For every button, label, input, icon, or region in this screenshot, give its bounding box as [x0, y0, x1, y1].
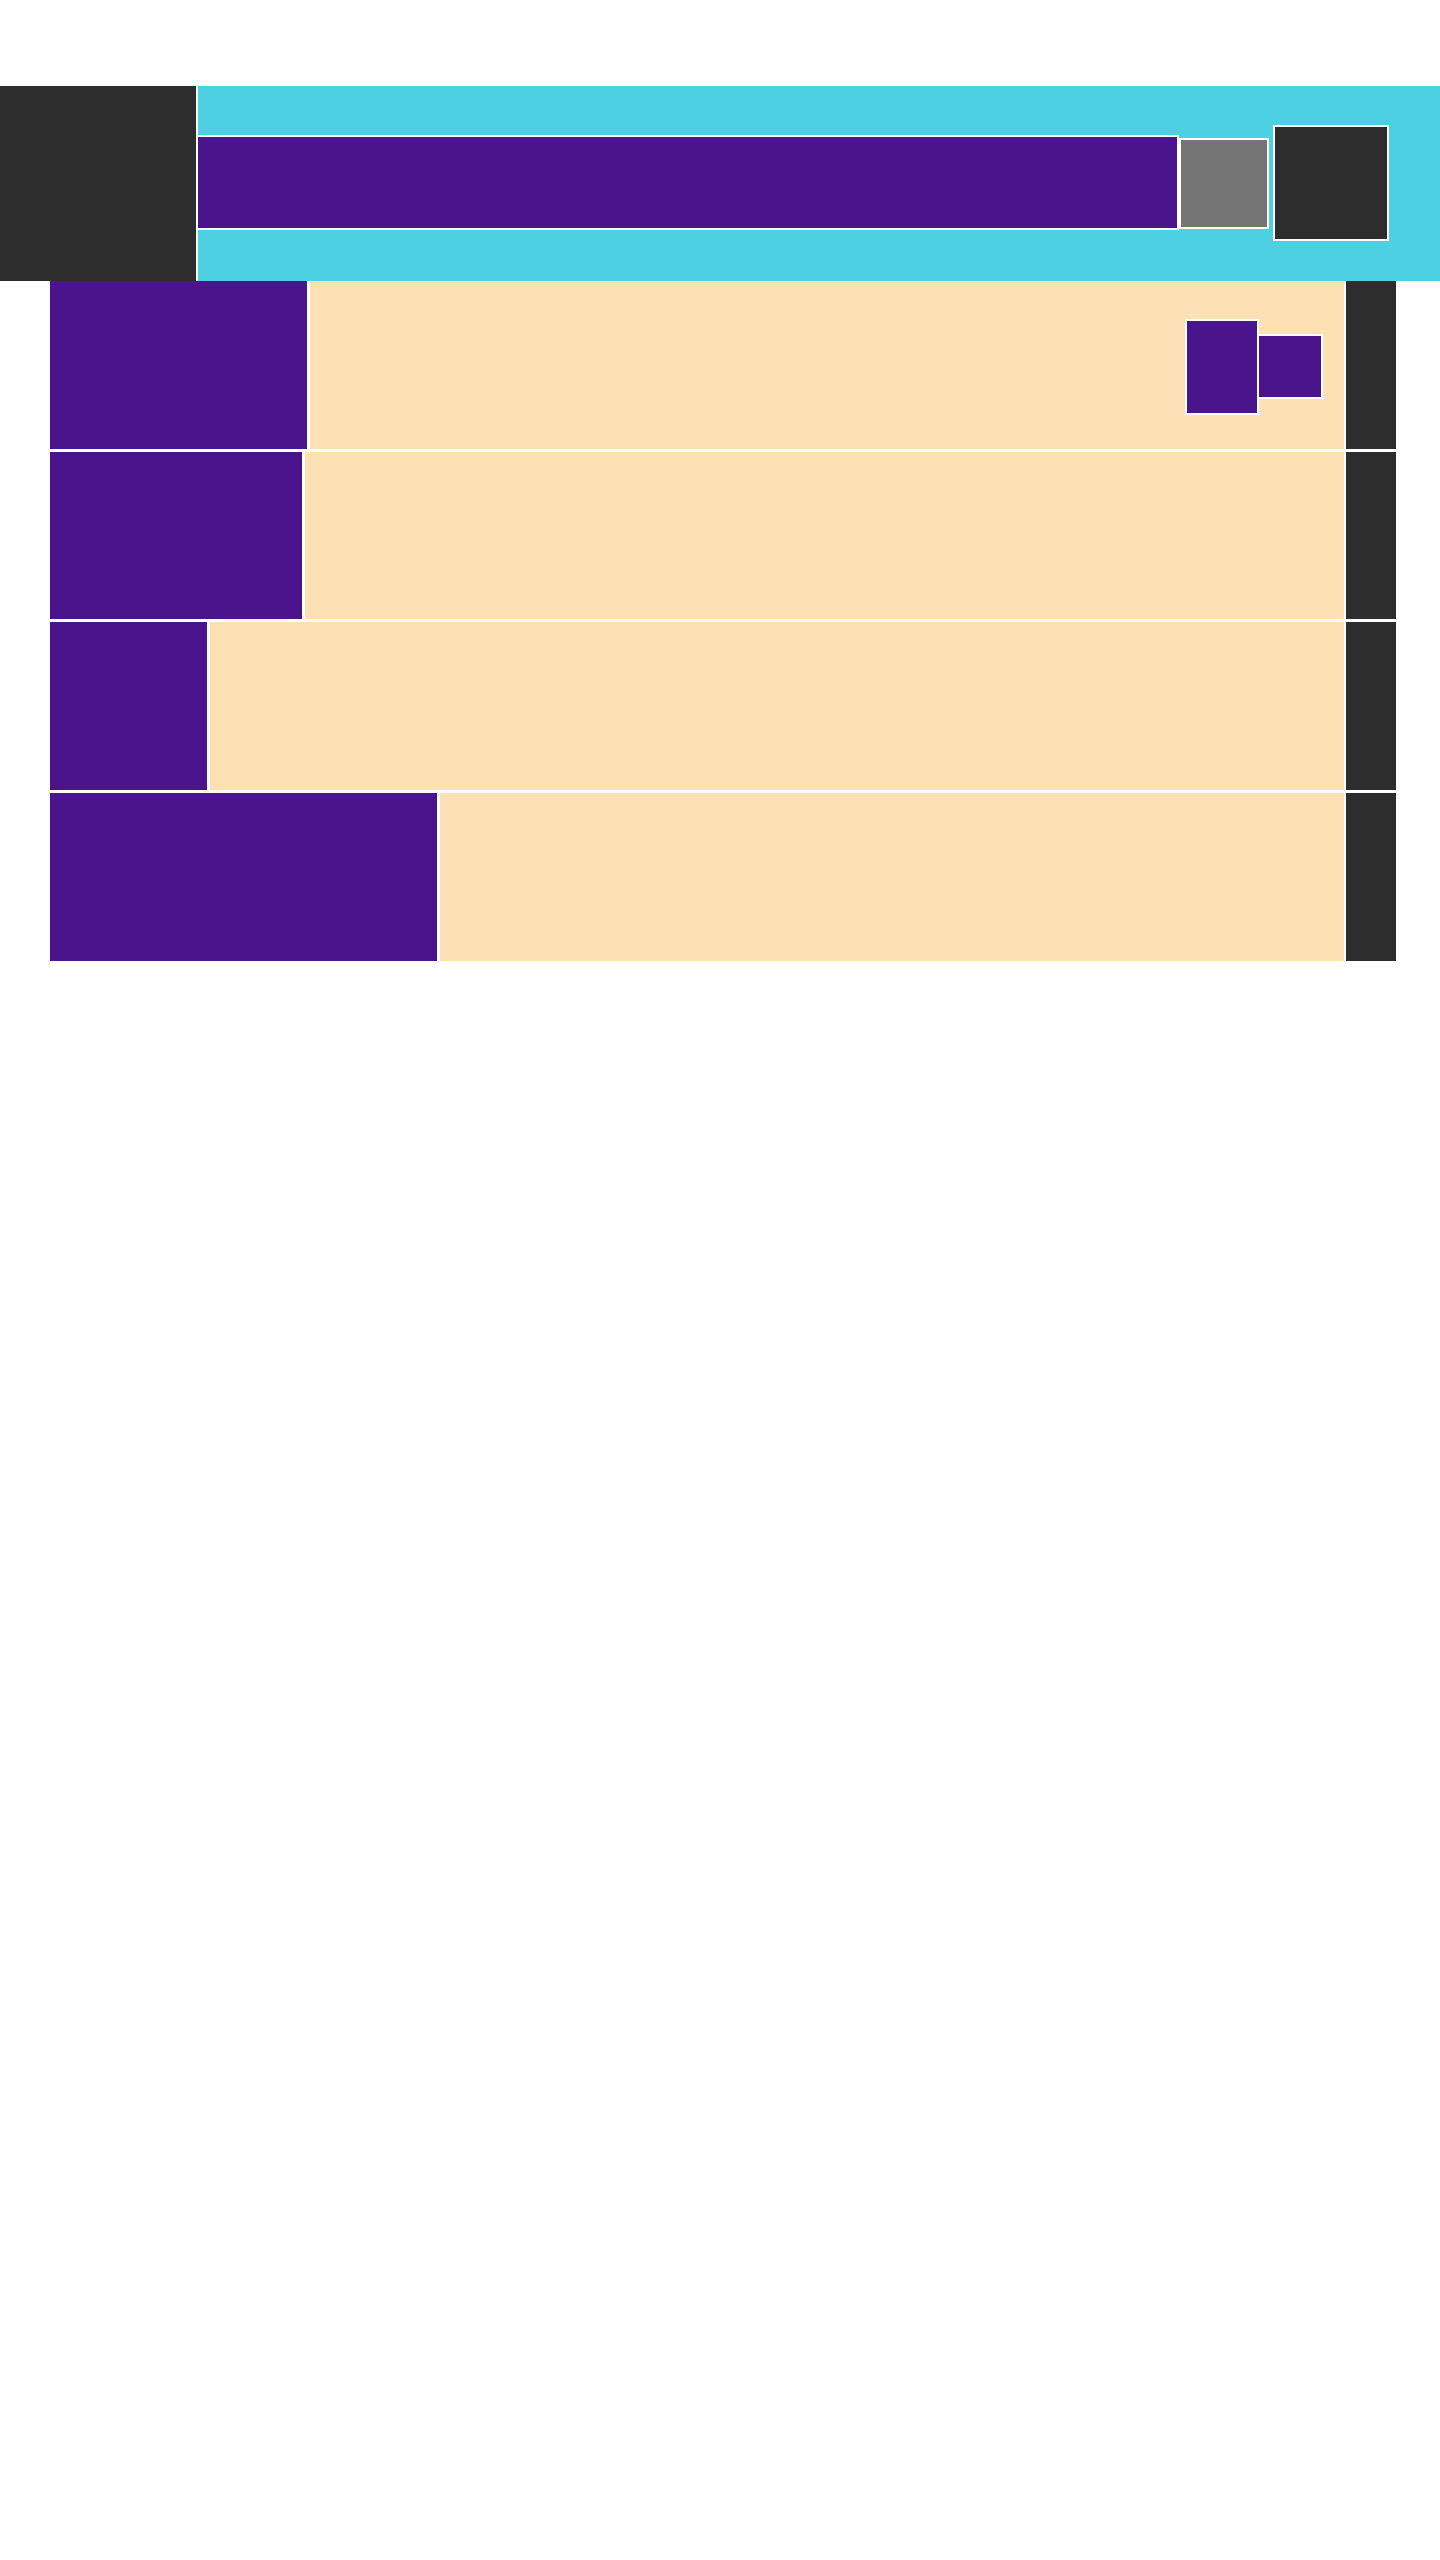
logo-block[interactable] [0, 86, 198, 281]
row-side-block[interactable] [1344, 622, 1396, 790]
row-side-block[interactable] [1344, 281, 1396, 449]
row-action-small[interactable] [1257, 334, 1323, 399]
row-divider [50, 619, 1396, 622]
row-thumbnail [50, 452, 305, 619]
list-item[interactable] [50, 281, 1396, 452]
list-item[interactable] [50, 622, 1396, 793]
row-background [50, 622, 1344, 790]
row-divider [50, 790, 1396, 793]
row-side-block[interactable] [1344, 793, 1396, 961]
menu-button[interactable] [1273, 125, 1389, 241]
row-action-large[interactable] [1185, 319, 1259, 415]
row-thumbnail [50, 281, 310, 449]
list-item[interactable] [50, 452, 1396, 622]
row-thumbnail [50, 622, 210, 790]
row-divider [50, 449, 1396, 452]
search-input[interactable] [196, 135, 1179, 230]
row-side-block[interactable] [1344, 452, 1396, 619]
row-thumbnail [50, 793, 440, 961]
search-button[interactable] [1179, 138, 1269, 229]
list [50, 281, 1396, 961]
list-item[interactable] [50, 793, 1396, 961]
